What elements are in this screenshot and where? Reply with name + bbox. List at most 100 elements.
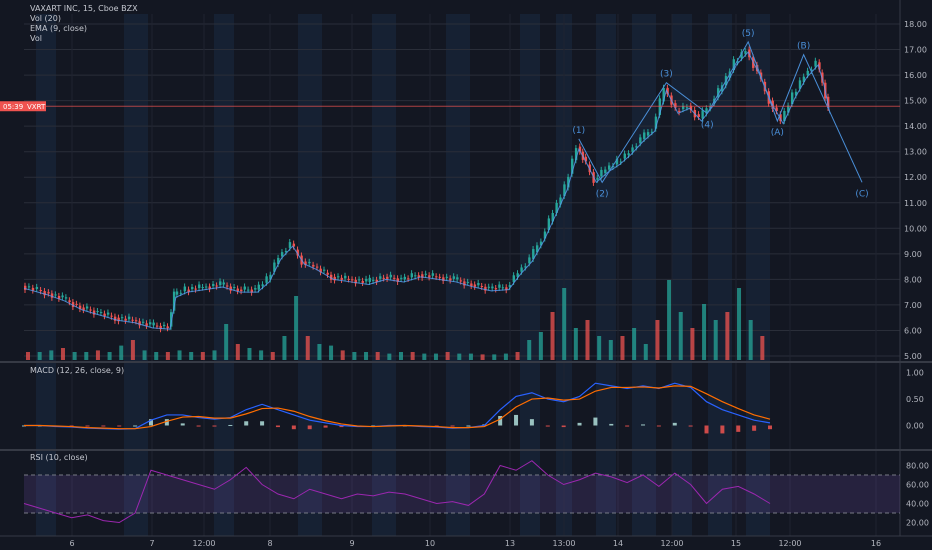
macd-legend[interactable]: MACD (12, 26, close, 9): [30, 366, 125, 375]
candle-body: [113, 316, 117, 321]
y-tick-label: 17.00: [904, 46, 927, 55]
candle-body: [463, 281, 466, 286]
candle-body: [375, 279, 378, 282]
session-band: [632, 14, 656, 536]
interval: 15: [82, 4, 94, 13]
candle-body: [382, 277, 385, 279]
candle-body: [162, 324, 166, 327]
candle-body: [452, 276, 456, 279]
legend-vol[interactable]: Vol: [30, 34, 42, 43]
macd-histogram-bar: [577, 422, 582, 426]
macd-tick-label: 0.50: [906, 395, 924, 404]
volume-bar: [142, 350, 147, 360]
session-band: [672, 14, 692, 536]
volume-bar: [177, 350, 182, 360]
candle-body: [138, 321, 141, 326]
macd-histogram-bar: [117, 425, 122, 427]
x-tick-label: 13:00: [552, 539, 575, 548]
volume-bar: [655, 320, 660, 360]
macd-signal-line: [24, 385, 771, 430]
macd-histogram-bar: [180, 423, 185, 426]
rsi-tick-label: 80.00: [906, 462, 929, 471]
candle-body: [400, 277, 403, 279]
volume-bar: [212, 350, 217, 360]
candle-body: [646, 132, 650, 136]
candle-body: [470, 283, 473, 287]
macd-histogram-bar: [164, 419, 169, 426]
candle-body: [674, 103, 677, 108]
candle-body: [226, 285, 229, 287]
x-tick-label: 12:00: [192, 539, 215, 548]
wave-label: (1): [572, 126, 585, 136]
y-tick-label: 18.00: [904, 20, 927, 29]
candle-body: [435, 276, 438, 278]
legend-vol20[interactable]: Vol (20): [30, 14, 61, 23]
session-band: [36, 14, 56, 536]
candle-body: [368, 277, 371, 282]
candle-body: [563, 184, 566, 196]
candle-body: [326, 272, 329, 275]
candle-body: [175, 291, 179, 295]
rsi-legend[interactable]: RSI (10, close): [30, 453, 88, 462]
ema-line: [23, 51, 831, 330]
candle-body: [827, 96, 830, 108]
volume-bar: [562, 288, 567, 360]
candle-body: [85, 306, 89, 309]
macd-histogram-bar: [529, 419, 534, 426]
candle-body: [319, 268, 322, 273]
volume-bar: [410, 352, 415, 360]
symbol-name: VAXART INC: [30, 4, 78, 13]
candle-body: [54, 294, 57, 296]
volume-bar: [538, 332, 543, 360]
candle-body: [584, 156, 588, 162]
y-tick-label: 15.00: [904, 97, 927, 106]
candle-body: [717, 88, 720, 98]
candle-body: [106, 312, 110, 315]
volume-bar: [189, 352, 194, 360]
candle-body: [596, 177, 599, 180]
candle-body: [50, 293, 54, 298]
candle-body: [445, 276, 449, 278]
volume-bar: [95, 350, 100, 360]
volume-bar: [107, 352, 112, 360]
candle-body: [347, 278, 350, 280]
volume-bar: [119, 345, 124, 360]
candle-body: [666, 87, 669, 94]
wave-label: (B): [797, 42, 810, 52]
x-tick-label: 12:00: [660, 539, 683, 548]
rsi-line: [23, 460, 771, 524]
candle-body: [701, 110, 704, 119]
macd-histogram-bar: [704, 425, 709, 434]
candle-body: [480, 286, 484, 288]
candle-body: [261, 284, 264, 287]
candle-body: [574, 148, 578, 161]
volume-bar: [433, 353, 438, 360]
candle-body: [304, 261, 307, 265]
macd-histogram-bar: [561, 425, 566, 428]
rsi-tick-label: 20.00: [906, 519, 929, 528]
macd-histogram-bar: [736, 425, 741, 432]
candle-body: [198, 284, 201, 289]
rsi-band: [24, 475, 900, 513]
legend-ema[interactable]: EMA (9, close): [30, 24, 87, 33]
candle-body: [505, 287, 508, 291]
macd-histogram-bar: [85, 425, 90, 427]
candle-body: [71, 302, 75, 307]
macd-histogram-bar: [244, 421, 249, 426]
volume-bar: [515, 352, 520, 360]
candle-body: [389, 274, 392, 278]
candle-body: [818, 62, 821, 70]
macd-histogram-bar: [196, 425, 201, 427]
volume-bar: [165, 352, 170, 360]
volume-bar: [224, 324, 229, 360]
x-tick-label: 16: [871, 539, 881, 548]
candle-body: [254, 288, 257, 290]
candle-body: [744, 51, 747, 54]
macd-histogram-bar: [260, 421, 265, 426]
candle-body: [732, 59, 735, 70]
volume-bar: [352, 352, 357, 360]
macd-histogram-bar: [672, 422, 677, 426]
candle-body: [312, 264, 315, 267]
candle-body: [477, 282, 480, 286]
